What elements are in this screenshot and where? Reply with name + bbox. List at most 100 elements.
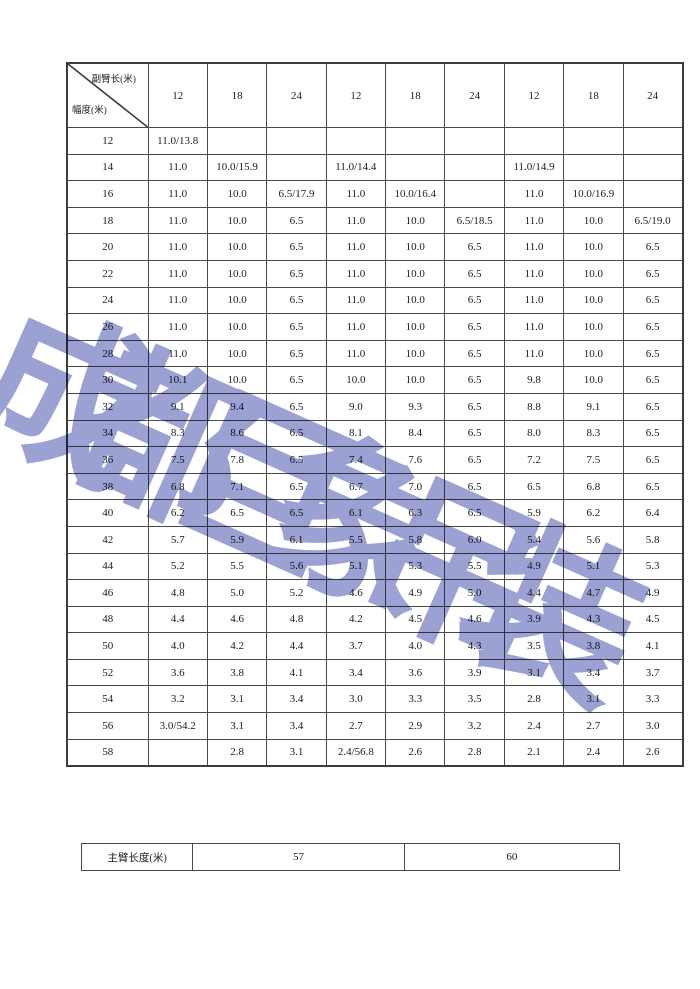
radius-cell: 52 [66, 658, 149, 687]
capacity-cell: 5.2 [266, 579, 327, 607]
radius-cell: 54 [66, 685, 149, 714]
capacity-cell: 6.5 [622, 472, 684, 501]
capacity-cell: 3.6 [147, 658, 208, 687]
table-row: 56 3.0/54.2 3.1 3.4 2.7 2.9 3.2 2.4 2.7 3.0 [66, 712, 684, 740]
capacity-cell: 10.0 [206, 286, 268, 315]
capacity-cell: 3.4 [325, 658, 387, 687]
capacity-cell: 8.4 [385, 419, 446, 448]
capacity-cell: 3.4 [266, 685, 327, 714]
capacity-cell: 10.0 [563, 339, 624, 368]
capacity-cell: 10.0 [385, 206, 446, 235]
radius-cell: 40 [66, 499, 149, 527]
capacity-cell: 6.5 [266, 366, 327, 394]
capacity-cell: 3.2 [147, 685, 208, 714]
capacity-cell: 4.9 [622, 579, 684, 607]
capacity-cell: 3.0 [622, 712, 684, 740]
capacity-cell: 10.0 [206, 206, 268, 235]
capacity-cell: 6.5 [622, 259, 684, 288]
capacity-cell: 3.1 [563, 685, 624, 714]
capacity-cell: 7.5 [563, 446, 624, 474]
table-row: 52 3.6 3.8 4.1 3.4 3.6 3.9 3.1 3.4 3.7 [66, 658, 684, 687]
capacity-cell: 3.6 [385, 658, 446, 687]
capacity-cell: 6.5 [622, 313, 684, 341]
capacity-cell: 3.5 [444, 685, 505, 714]
capacity-cell: 2.7 [563, 712, 624, 740]
capacity-cell: 2.9 [385, 712, 446, 740]
capacity-cell: 4.4 [503, 579, 565, 607]
capacity-cell: 10.0 [385, 233, 446, 261]
capacity-cell: 4.7 [563, 579, 624, 607]
capacity-cell: 4.1 [622, 632, 684, 660]
capacity-cell [503, 127, 565, 155]
capacity-cell: 6.5 [266, 392, 327, 421]
capacity-cell: 10.0 [385, 286, 446, 315]
table-row: 30 10.1 10.0 6.5 10.0 10.0 6.5 9.8 10.0 6.5 [66, 366, 684, 394]
capacity-cell: 6.5 [444, 313, 505, 341]
capacity-cell: 9.0 [325, 392, 387, 421]
capacity-cell: 6.5 [444, 419, 505, 448]
capacity-cell: 6.5/17.9 [266, 180, 327, 208]
capacity-cell: 2.8 [206, 738, 268, 767]
radius-cell: 46 [66, 579, 149, 607]
radius-cell: 32 [66, 392, 149, 421]
capacity-cell: 2.7 [325, 712, 387, 740]
capacity-cell: 3.4 [266, 712, 327, 740]
capacity-cell [385, 153, 446, 182]
capacity-cell: 10.0 [206, 366, 268, 394]
radius-cell: 14 [66, 153, 149, 182]
capacity-cell: 11.0 [325, 206, 387, 235]
capacity-cell: 10.0 [563, 366, 624, 394]
capacity-cell: 11.0 [503, 286, 565, 315]
jib-length-axis-label: 副臂长(米) [91, 75, 136, 85]
capacity-cell: 2.6 [622, 738, 684, 767]
capacity-cell: 5.4 [503, 525, 565, 554]
capacity-cell: 5.5 [325, 525, 387, 554]
capacity-cell: 5.5 [206, 552, 268, 581]
radius-cell: 48 [66, 605, 149, 634]
jib-length-column-header-5: 24 [444, 62, 505, 128]
capacity-cell [266, 127, 327, 155]
capacity-cell: 6.5 [266, 419, 327, 448]
main-boom-length-value-60: 60 [403, 843, 621, 871]
capacity-cell: 11.0 [147, 313, 208, 341]
capacity-cell: 3.1 [266, 738, 327, 767]
capacity-cell: 10.0 [563, 286, 624, 315]
capacity-cell: 3.1 [503, 658, 565, 687]
table-row: 50 4.0 4.2 4.4 3.7 4.0 4.3 3.5 3.8 4.1 [66, 632, 684, 660]
jib-length-column-header-1: 18 [206, 62, 268, 128]
main-boom-row: 主臂长度(米) 57 60 [80, 843, 621, 871]
capacity-cell: 6.8 [563, 472, 624, 501]
capacity-cell: 10.0 [325, 366, 387, 394]
capacity-cell: 5.7 [147, 525, 208, 554]
table-row: 28 11.0 10.0 6.5 11.0 10.0 6.5 11.0 10.0 6.5 [66, 339, 684, 368]
table-row: 34 8.3 8.6 6.5 8.1 8.4 6.5 8.0 8.3 6.5 [66, 419, 684, 448]
capacity-cell: 11.0 [325, 339, 387, 368]
capacity-cell: 10.0 [563, 233, 624, 261]
capacity-cell [444, 180, 505, 208]
capacity-cell: 6.5 [266, 472, 327, 501]
capacity-cell: 6.2 [147, 499, 208, 527]
table-row: 18 11.0 10.0 6.5 11.0 10.0 6.5/18.5 11.0 10.0 6.5… [66, 206, 684, 235]
capacity-cell: 4.0 [385, 632, 446, 660]
capacity-cell: 6.7 [325, 472, 387, 501]
capacity-cell: 4.6 [325, 579, 387, 607]
jib-length-column-header-0: 12 [147, 62, 208, 128]
diagonal-corner-cell: 副臂长(米) 幅度(米) [66, 62, 149, 128]
capacity-cell: 6.5 [444, 339, 505, 368]
radius-cell: 18 [66, 206, 149, 235]
capacity-cell: 3.7 [622, 658, 684, 687]
capacity-cell [266, 153, 327, 182]
capacity-cell: 6.5/19.0 [622, 206, 684, 235]
capacity-cell: 6.5 [266, 446, 327, 474]
capacity-cell: 5.5 [444, 552, 505, 581]
capacity-cell: 3.9 [503, 605, 565, 634]
table-row: 48 4.4 4.6 4.8 4.2 4.5 4.6 3.9 4.3 4.5 [66, 605, 684, 634]
table-row: 46 4.8 5.0 5.2 4.6 4.9 5.0 4.4 4.7 4.9 [66, 579, 684, 607]
radius-cell: 30 [66, 366, 149, 394]
capacity-cell: 8.1 [325, 419, 387, 448]
capacity-cell: 2.1 [503, 738, 565, 767]
capacity-cell [325, 127, 387, 155]
capacity-cell: 5.9 [503, 499, 565, 527]
table-row: 22 11.0 10.0 6.5 11.0 10.0 6.5 11.0 10.0 6.5 [66, 259, 684, 288]
capacity-cell: 4.2 [206, 632, 268, 660]
